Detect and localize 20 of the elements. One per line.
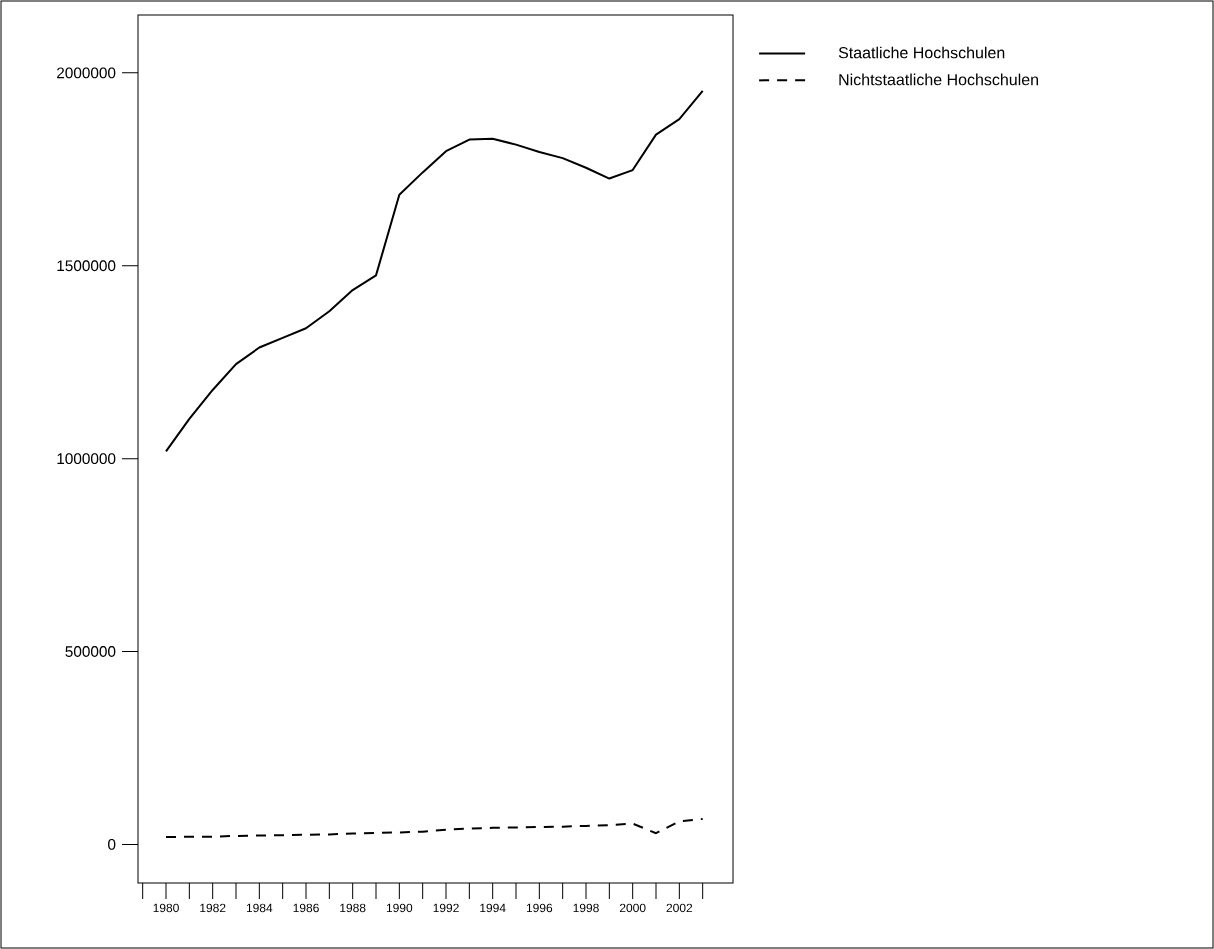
x-tick-label: 1988 [340, 903, 366, 913]
x-tick-label: 2000 [619, 903, 646, 913]
y-tick-label: 1500000 [57, 260, 116, 272]
legend-label: Staatliche Hochschulen [838, 46, 1005, 59]
line-series [165, 89, 704, 453]
legend-label: Nichtstaatliche Hochschulen [839, 73, 1039, 86]
x-tick-label: 1982 [200, 903, 226, 913]
x-tick-label: 1996 [526, 903, 553, 913]
x-tick-label: 1992 [433, 903, 459, 913]
x-tick-label: 1984 [246, 903, 273, 913]
y-tick-label: 2000000 [57, 67, 116, 79]
y-tick-label: 1000000 [57, 453, 116, 465]
x-tick-label: 2002 [666, 903, 693, 913]
x-tick-label: 1990 [386, 903, 413, 913]
x-tick-label: 1980 [153, 903, 179, 913]
x-tick-label: 1998 [573, 903, 599, 913]
y-tick-label: 500000 [65, 646, 116, 657]
y-tick-label: 0 [108, 838, 116, 850]
x-tick-label: 1986 [293, 903, 319, 913]
x-tick-label: 1994 [480, 903, 506, 913]
